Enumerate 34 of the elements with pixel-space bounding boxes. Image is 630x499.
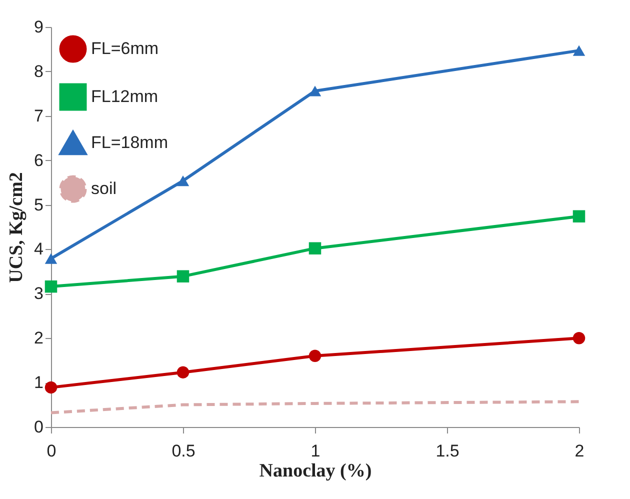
point xyxy=(44,253,58,264)
point xyxy=(572,332,586,344)
x-tick-label: 0.5 xyxy=(172,442,196,460)
x-tick-label: 0 xyxy=(46,442,56,460)
point xyxy=(176,270,190,282)
point xyxy=(308,242,322,254)
x-tick-label: 1.5 xyxy=(436,442,460,460)
y-tick-label: 8 xyxy=(34,62,44,81)
legend-label: soil xyxy=(91,179,117,198)
y-tick-label: 1 xyxy=(34,373,44,392)
point xyxy=(44,280,58,293)
point xyxy=(44,381,58,394)
y-tick-label: 4 xyxy=(34,240,44,259)
y-tick-label: 3 xyxy=(34,284,44,304)
point xyxy=(176,366,190,378)
point xyxy=(572,210,586,222)
x-tick-label: 1 xyxy=(310,442,320,460)
y-tick-label: 0 xyxy=(34,418,44,436)
legend-label: FL12mm xyxy=(91,87,158,106)
y-axis-title: UCS, Kg/cm2 xyxy=(6,172,28,283)
x-axis-title: Nanoclay (%) xyxy=(259,460,372,482)
x-tick-label: 2 xyxy=(574,442,584,460)
point xyxy=(572,45,586,56)
legend-label: FL=6mm xyxy=(91,39,159,58)
y-tick-label: 7 xyxy=(34,106,44,126)
point xyxy=(308,350,322,362)
point xyxy=(176,175,190,186)
line-series xyxy=(50,400,580,414)
y-tick-label: 5 xyxy=(34,195,44,214)
y-tick-label: 6 xyxy=(34,150,44,170)
point xyxy=(308,86,322,96)
y-tick-label: 9 xyxy=(34,18,44,36)
y-tick-label: 2 xyxy=(34,328,44,348)
legend-label: FL=18mm xyxy=(91,133,168,152)
